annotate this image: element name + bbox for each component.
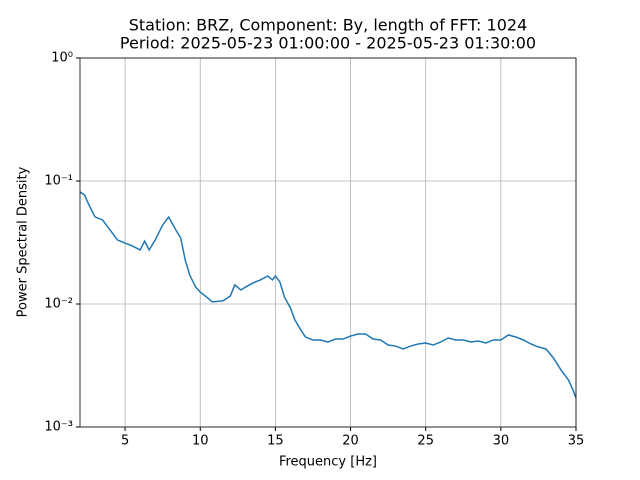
x-tick-label: 35 bbox=[568, 434, 585, 449]
x-tick-label: 25 bbox=[417, 434, 434, 449]
x-axis-label: Frequency [Hz] bbox=[279, 455, 377, 470]
y-tick-label: 10⁻¹ bbox=[44, 174, 73, 189]
chart-title: Station: BRZ, Component: By, length of F… bbox=[129, 16, 528, 35]
data-line bbox=[79, 191, 577, 399]
x-tick-label: 30 bbox=[493, 434, 510, 449]
y-tick-label: 10⁰ bbox=[51, 51, 73, 66]
x-tick-label: 5 bbox=[121, 434, 129, 449]
y-tick-label: 10⁻³ bbox=[44, 420, 73, 435]
x-tick-label: 20 bbox=[342, 434, 359, 449]
chart-title: Period: 2025-05-23 01:00:00 - 2025-05-23… bbox=[120, 34, 536, 53]
y-tick-label: 10⁻² bbox=[44, 297, 73, 312]
y-axis-label: Power Spectral Density bbox=[16, 166, 31, 317]
plot-frame bbox=[79, 57, 577, 428]
x-tick-label: 15 bbox=[267, 434, 284, 449]
x-tick-label: 10 bbox=[192, 434, 209, 449]
